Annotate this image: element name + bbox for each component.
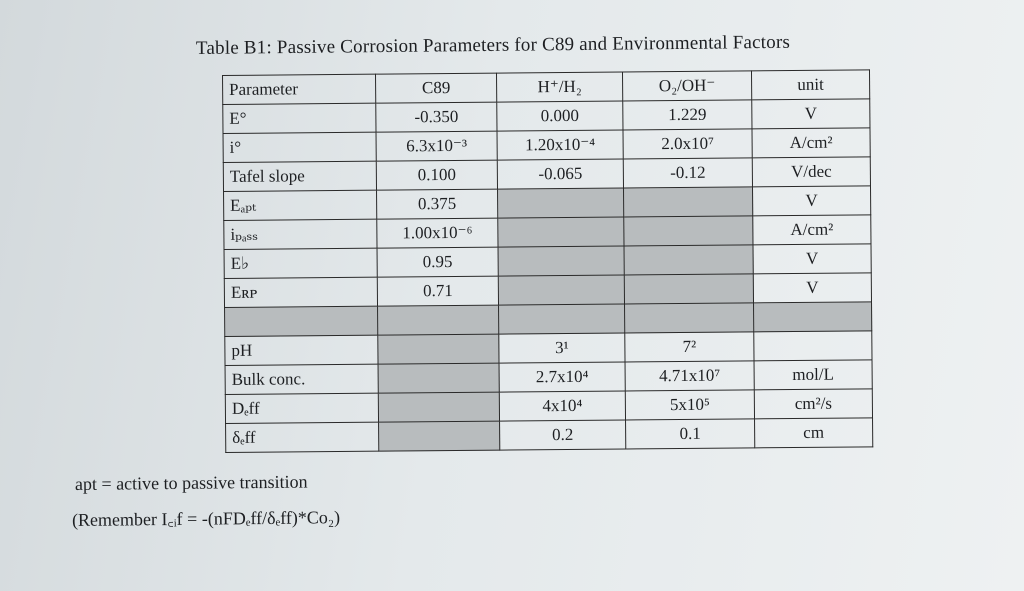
param-cell: pH (224, 335, 379, 366)
param-cell: Tafel slope (223, 161, 377, 192)
o-cell: 2.0x10⁷ (622, 128, 753, 160)
header-unit: unit (751, 69, 870, 100)
o-cell: 7² (624, 331, 755, 362)
h-cell: 4x10⁴ (499, 390, 626, 422)
param-cell: E♭ (224, 248, 378, 279)
o-cell: 5x10⁵ (625, 389, 755, 420)
c89-cell: 0.95 (377, 247, 499, 278)
header-parameter: Parameter (222, 74, 376, 105)
unit-cell: A/cm² (752, 214, 871, 245)
param-cell: δₑff (225, 422, 379, 453)
param-cell: i° (223, 132, 377, 163)
h-cell: 0.2 (499, 419, 626, 451)
remember-formula-note: (Remember I꜀ᵢf = -(nFDₑff/δₑff)*Co₂) (71, 507, 341, 530)
shaded-cell (224, 306, 378, 337)
shaded-cell (378, 392, 500, 423)
table-title: Table B1: Passive Corrosion Parameters f… (195, 31, 791, 59)
shaded-cell (497, 188, 624, 219)
unit-cell: cm²/s (754, 388, 873, 419)
param-cell: iₚₐₛₛ (223, 219, 378, 250)
c89-cell: 0.100 (376, 160, 498, 191)
unit-cell: V (751, 98, 870, 129)
param-cell: E° (222, 103, 377, 134)
header-h-h2: H⁺/H₂ (496, 72, 623, 103)
param-cell: Dₑff (225, 393, 379, 424)
c89-cell: 0.375 (376, 189, 498, 220)
param-cell: Bulk conc. (225, 364, 379, 395)
shaded-cell (624, 302, 754, 333)
unit-cell: V (753, 243, 872, 274)
h-cell: 2.7x10⁴ (499, 361, 626, 393)
unit-cell: mol/L (754, 359, 873, 390)
h-cell: 3¹ (498, 332, 626, 364)
h-cell: 1.20x10⁻⁴ (497, 130, 624, 161)
shaded-cell (377, 334, 500, 365)
shaded-cell (498, 245, 625, 277)
unit-cell: A/cm² (751, 127, 871, 158)
o-cell: 4.71x10⁷ (625, 360, 755, 391)
unit-cell: V (753, 272, 872, 303)
shaded-cell (623, 215, 754, 246)
shaded-cell (498, 274, 625, 306)
o-cell: 1.229 (622, 99, 752, 131)
shaded-cell (378, 421, 500, 452)
o-cell: 0.1 (625, 418, 755, 449)
h-cell: 0.000 (496, 101, 623, 132)
unit-cell: V/dec (752, 156, 871, 187)
shaded-cell (624, 244, 754, 275)
param-cell: Eₐₚₜ (223, 190, 377, 221)
header-c89: C89 (375, 73, 497, 104)
header-o2-oh: O₂/OH⁻ (622, 70, 752, 102)
shaded-cell (623, 186, 753, 217)
c89-cell: 6.3x10⁻³ (376, 131, 498, 162)
shaded-cell (624, 273, 754, 304)
parameters-table: Parameter C89 H⁺/H₂ O₂/OH⁻ unit E° -0.35… (222, 69, 873, 453)
h-cell: -0.065 (497, 159, 624, 190)
unit-cell: V (752, 185, 871, 216)
unit-cell: cm (754, 417, 873, 448)
shaded-cell (753, 301, 872, 332)
shaded-cell (378, 363, 500, 394)
shaded-cell (497, 216, 625, 248)
param-cell: Eʀᴘ (224, 277, 378, 308)
c89-cell: 0.71 (377, 276, 499, 307)
table-row: δₑff 0.2 0.1 cm (225, 417, 873, 453)
o-cell: -0.12 (623, 157, 753, 189)
apt-footnote: apt = active to passive transition (74, 471, 308, 494)
c89-cell: -0.350 (375, 102, 498, 133)
unit-cell (753, 330, 873, 361)
c89-cell: 1.00x10⁻⁶ (376, 218, 499, 249)
shaded-cell (498, 303, 625, 335)
shaded-cell (377, 305, 499, 336)
